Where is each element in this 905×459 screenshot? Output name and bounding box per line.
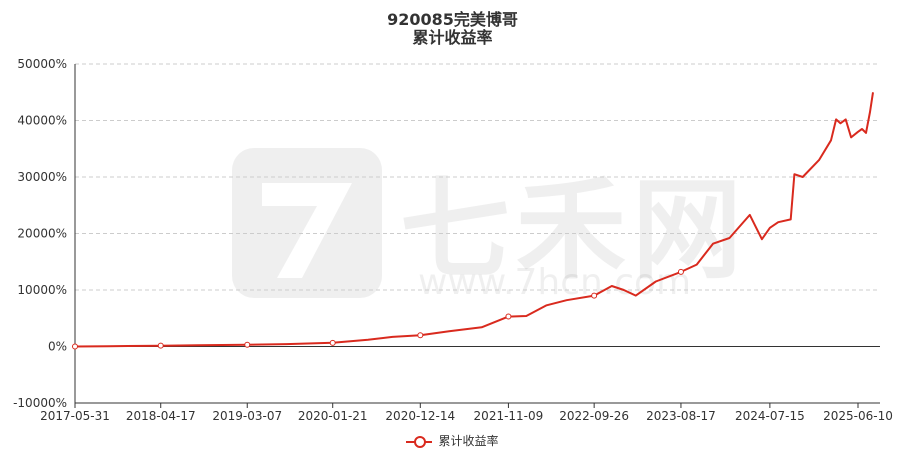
x-tick-label: 2023-08-17 <box>646 409 716 423</box>
legend-line-marker-icon <box>406 435 433 448</box>
data-point <box>417 332 424 339</box>
y-tick-label: 40000% <box>17 114 67 128</box>
data-point <box>591 292 598 299</box>
x-tick-label: 2021-11-09 <box>474 409 544 423</box>
series-layer <box>72 92 874 350</box>
y-tick-label: -10000% <box>13 396 67 410</box>
x-tick-label: 2020-01-21 <box>298 409 368 423</box>
y-axis: 50000% 40000% 30000% 20000% 10000% 0% -10000% <box>13 57 76 410</box>
y-tick-label: 0% <box>48 340 67 354</box>
data-point <box>677 268 684 275</box>
x-tick-label: 2020-12-14 <box>385 409 455 423</box>
data-point <box>72 343 78 350</box>
legend-label: 累计收益率 <box>438 434 499 448</box>
data-point <box>505 313 512 320</box>
x-tick-label: 2019-03-07 <box>212 409 282 423</box>
chart-subtitle: 累计收益率 <box>412 28 493 47</box>
series-line <box>74 92 874 348</box>
chart-title: 920085完美博哥 <box>387 10 518 29</box>
data-point <box>329 339 336 346</box>
y-tick-label: 30000% <box>17 170 67 184</box>
x-tick-label: 2024-07-15 <box>735 409 805 423</box>
y-tick-label: 20000% <box>17 227 67 241</box>
y-tick-label: 10000% <box>17 283 67 297</box>
x-tick-label: 2022-09-26 <box>559 409 629 423</box>
x-tick-label: 2017-05-31 <box>40 409 110 423</box>
legend[interactable]: 累计收益率 <box>0 432 905 450</box>
data-point <box>157 342 164 349</box>
x-tick-label: 2018-04-17 <box>126 409 196 423</box>
data-point <box>244 341 251 348</box>
y-tick-label: 50000% <box>17 57 67 71</box>
x-tick-label: 2025-06-10 <box>823 409 893 423</box>
x-axis: 2017-05-31 2018-04-17 2019-03-07 2020-01-21… <box>40 402 893 423</box>
